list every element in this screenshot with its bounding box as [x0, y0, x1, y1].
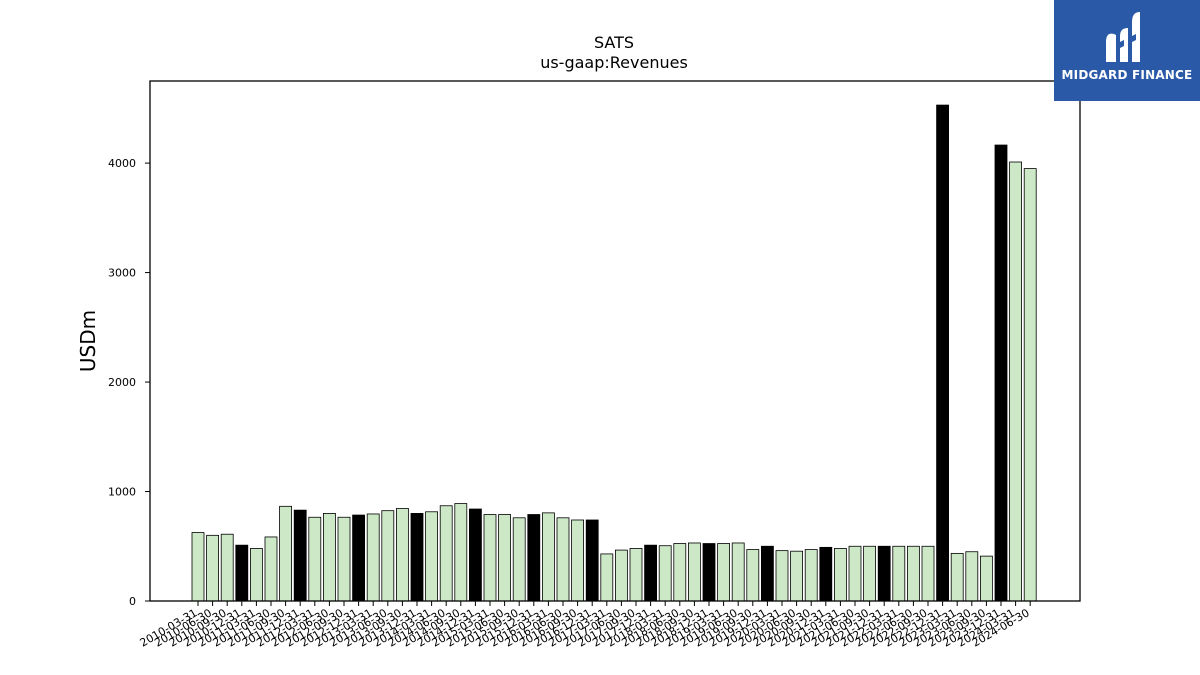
bar-2018-12-31	[702, 543, 716, 602]
bar-2013-09-30	[395, 508, 409, 602]
bar-2018-06-30	[673, 543, 687, 602]
chart-subtitle: us-gaap:Revenues	[540, 53, 688, 72]
bar-2015-09-30	[512, 517, 526, 602]
bar-2019-09-30	[746, 549, 760, 602]
bar-2020-03-31	[775, 550, 789, 602]
bar-2012-03-31	[308, 516, 322, 602]
bar-2011-09-30	[279, 505, 293, 602]
bar-2020-12-31	[819, 546, 833, 602]
bar-2021-12-31	[877, 545, 891, 602]
bar-2022-09-30	[921, 545, 935, 602]
bar-2013-03-31	[366, 513, 380, 602]
bar-2016-09-30	[571, 519, 584, 602]
bar-2016-03-31	[542, 512, 555, 602]
bar-series	[191, 104, 1037, 602]
bar-2024-03-31	[1009, 161, 1022, 602]
bar-2022-03-31	[892, 545, 906, 602]
midgard-logo-icon	[1106, 12, 1140, 62]
bar-2010-12-31	[235, 544, 249, 602]
bar-2010-06-30	[206, 534, 220, 602]
bar-2023-09-30	[980, 555, 993, 602]
bar-2011-12-31	[293, 509, 307, 602]
y-tick-label: 3000	[108, 267, 136, 280]
bar-2019-12-31	[761, 545, 774, 602]
bar-2018-09-30	[688, 542, 701, 602]
bar-2024-06-30	[1023, 168, 1037, 602]
bar-2018-03-31	[658, 545, 672, 602]
y-tick-label: 2000	[108, 376, 136, 389]
bar-2014-06-30	[439, 505, 453, 602]
plot-frame	[149, 80, 1081, 602]
bar-2022-12-31	[936, 104, 949, 602]
bar-2017-03-31	[600, 553, 614, 602]
bar-2017-12-31	[644, 544, 657, 602]
bar-2013-06-30	[381, 510, 395, 602]
bar-2014-03-31	[425, 511, 439, 602]
y-tick-label: 4000	[108, 157, 136, 170]
bar-2015-03-31	[483, 514, 497, 602]
x-axis-ticks: 2010-03-312010-06-302010-09-302010-12-31…	[138, 601, 1032, 650]
bar-2021-06-30	[848, 545, 862, 602]
bar-2022-06-30	[907, 545, 920, 602]
bar-2017-06-30	[615, 549, 628, 602]
chart-title: SATS	[594, 33, 634, 52]
bar-2012-12-31	[352, 514, 366, 602]
bar-2010-03-31	[191, 532, 205, 602]
bar-2014-12-31	[468, 508, 482, 602]
bar-2015-06-30	[498, 514, 512, 602]
bar-2021-09-30	[863, 545, 876, 602]
bar-2013-12-31	[410, 513, 424, 602]
y-axis-label: USDm	[76, 310, 100, 372]
bar-2019-06-30	[731, 542, 745, 602]
bar-2016-12-31	[585, 519, 599, 602]
bar-2011-06-30	[264, 536, 278, 602]
bar-2020-09-30	[804, 549, 818, 602]
bar-2023-12-31	[994, 144, 1008, 602]
bar-2017-09-30	[629, 548, 643, 602]
bar-2015-12-31	[527, 514, 541, 602]
bar-2023-03-31	[950, 552, 964, 602]
y-tick-label: 0	[129, 595, 136, 608]
bar-2021-03-31	[834, 548, 847, 602]
bar-2011-03-31	[249, 548, 263, 602]
bar-2012-06-30	[322, 513, 336, 602]
y-tick-label: 1000	[108, 486, 136, 499]
bar-2016-06-30	[556, 517, 570, 602]
y-axis-ticks: 0 1000 2000 3000 4000	[108, 157, 150, 608]
bar-2014-09-30	[454, 503, 468, 602]
brand-logo-text: MIDGARD FINANCE	[1061, 68, 1193, 82]
bar-2010-09-30	[220, 533, 234, 602]
brand-logo: MIDGARD FINANCE	[1054, 0, 1200, 101]
bar-2020-06-30	[790, 550, 803, 602]
bar-2019-03-31	[717, 543, 730, 602]
bar-2023-06-30	[965, 551, 979, 602]
bar-2012-09-30	[337, 516, 351, 602]
